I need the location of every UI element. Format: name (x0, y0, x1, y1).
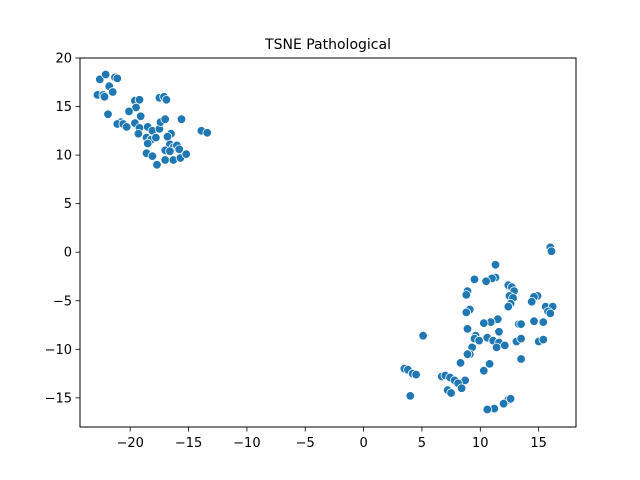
scatter-point (462, 349, 473, 359)
scatter-point (152, 160, 162, 170)
scatter-point (181, 149, 191, 159)
scatter-point (147, 151, 158, 161)
x-tick-label: −20 (116, 436, 143, 451)
scatter-point (131, 102, 141, 113)
scatter-point (151, 132, 161, 143)
scatter-point (162, 131, 173, 142)
scatter-point (455, 358, 466, 368)
scatter-point (99, 92, 110, 102)
scatter-point (160, 114, 170, 124)
x-tick-label: 0 (359, 436, 367, 451)
scatter-points (92, 69, 558, 415)
x-tick-label: −10 (233, 436, 260, 451)
y-tick-label: 5 (64, 197, 72, 212)
scatter-point (202, 128, 212, 138)
x-tick-label: −5 (296, 436, 315, 451)
y-axis: −15 −10 −5 0 5 10 15 20 (45, 52, 80, 406)
scatter-point (479, 366, 489, 376)
scatter-point (446, 388, 456, 398)
x-tick-label: 15 (530, 436, 547, 451)
scatter-point (516, 333, 526, 344)
scatter-point (161, 95, 172, 105)
scatter-point (165, 146, 175, 156)
scatter-point (124, 106, 134, 117)
scatter-point (516, 319, 526, 329)
scatter-point (121, 122, 132, 132)
scatter-point (461, 290, 472, 300)
y-tick-label: 0 (64, 246, 72, 261)
scatter-point (505, 394, 516, 404)
chart-title: TSNE Pathological (264, 37, 391, 53)
scatter-point (469, 274, 480, 285)
scatter-point (482, 404, 493, 415)
scatter-point (491, 342, 502, 353)
scatter-point (100, 69, 111, 80)
y-tick-label: −10 (45, 343, 72, 358)
scatter-point (176, 114, 187, 124)
scatter-point (142, 138, 153, 149)
scatter-point (484, 359, 495, 369)
scatter-point (112, 73, 123, 84)
y-tick-label: 20 (55, 52, 72, 67)
y-tick-label: 15 (55, 100, 72, 115)
scatter-point (545, 308, 556, 319)
scatter-point (490, 260, 501, 270)
scatter-point (498, 399, 509, 409)
scatter-point (516, 354, 526, 364)
scatter-point (107, 87, 118, 97)
scatter-point (133, 128, 144, 139)
scatter-point (481, 276, 491, 287)
scatter-point (103, 109, 113, 120)
y-tick-label: 10 (55, 149, 72, 164)
x-tick-label: 5 (418, 436, 426, 451)
scatter-point (538, 317, 549, 327)
scatter-point (474, 335, 484, 346)
x-axis: −20 −15 −10 −5 0 5 10 15 (116, 427, 547, 451)
scatter-point (500, 340, 510, 351)
scatter-point (462, 324, 473, 334)
scatter-point (418, 331, 428, 341)
scatter-point (529, 316, 539, 326)
scatter-point (135, 111, 146, 122)
scatter-point (538, 334, 549, 345)
scatter-point (461, 307, 472, 318)
scatter-point (494, 327, 504, 337)
scatter-point (134, 95, 145, 105)
plot-frame (79, 57, 577, 428)
scatter-point (479, 318, 489, 328)
scatter-point (456, 383, 467, 393)
x-tick-label: 10 (472, 436, 489, 451)
y-tick-label: −5 (53, 294, 72, 309)
scatter-point (527, 297, 537, 307)
scatter-point (405, 391, 416, 401)
x-tick-label: −15 (175, 436, 202, 451)
y-tick-label: −15 (45, 391, 72, 406)
scatter-point (546, 246, 557, 256)
scatter-point (411, 369, 421, 380)
scatter-point (503, 301, 514, 312)
scatter-point (160, 155, 170, 165)
